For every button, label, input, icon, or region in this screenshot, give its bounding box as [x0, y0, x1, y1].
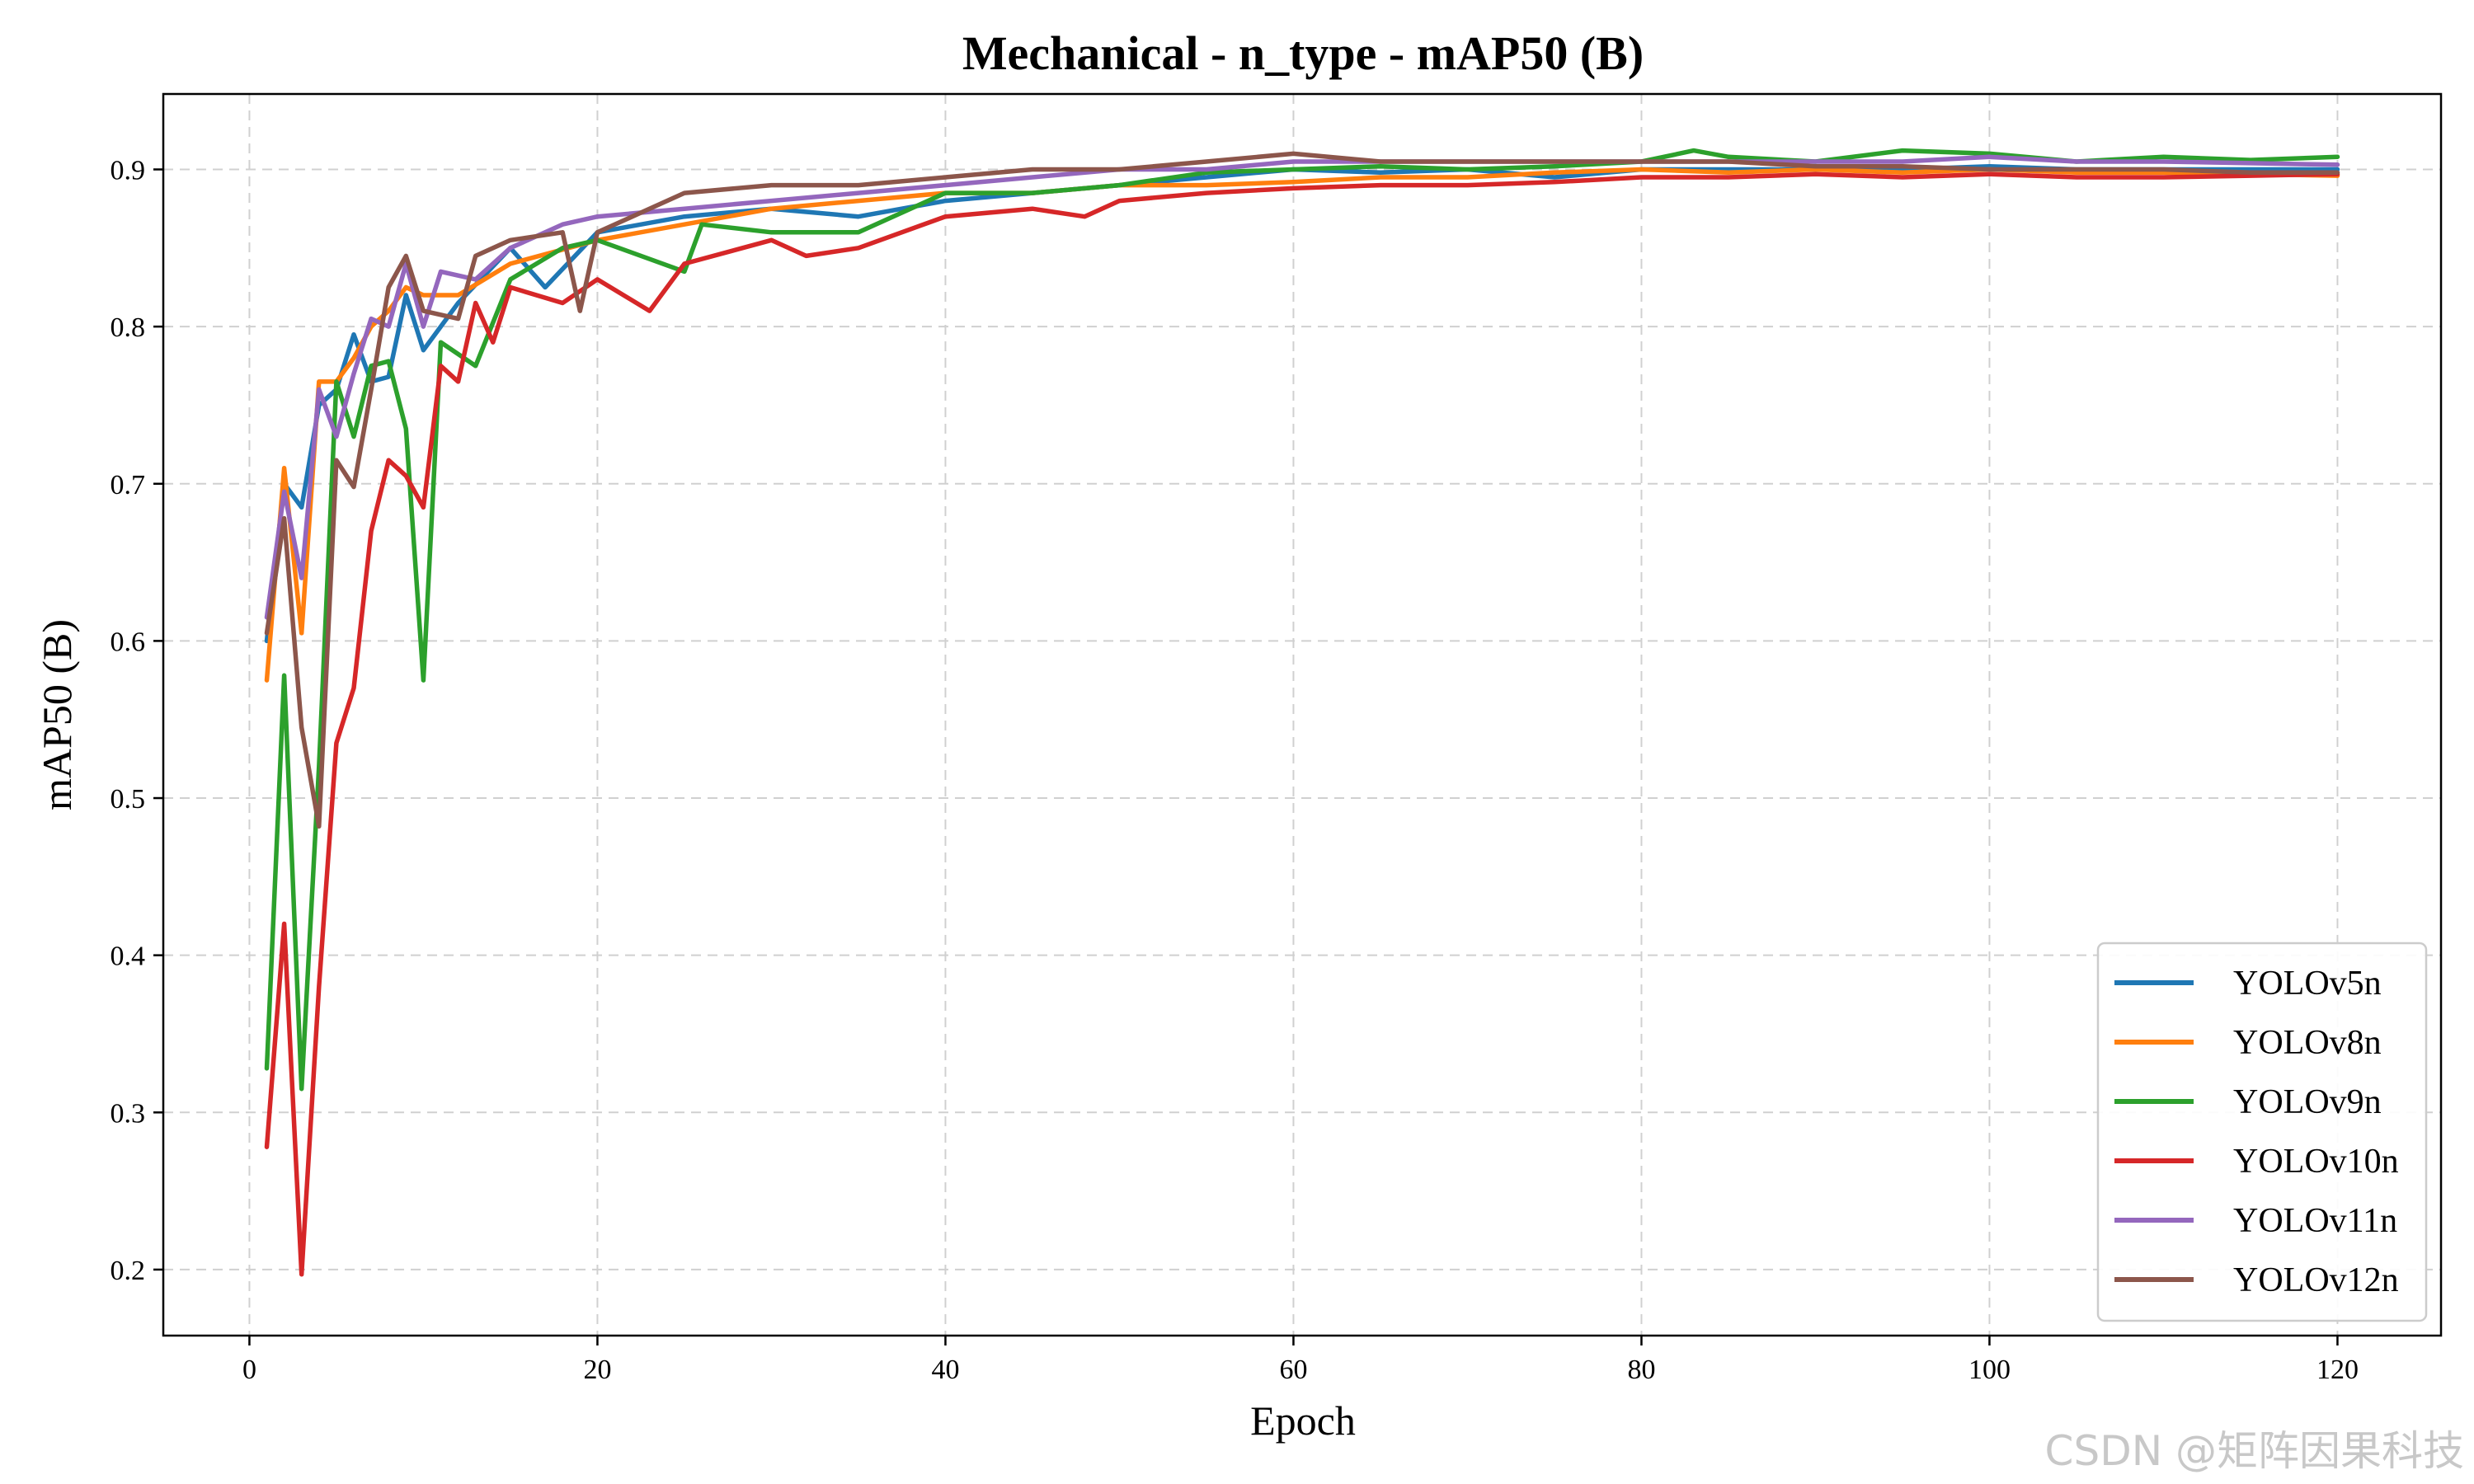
x-tick-label: 80	[1627, 1355, 1655, 1385]
y-tick-label: 0.4	[111, 942, 146, 972]
x-tick-label: 0	[242, 1355, 256, 1385]
y-tick-label: 0.9	[111, 156, 146, 186]
y-tick-label: 0.7	[111, 470, 146, 500]
series-line-yolov10n	[264, 171, 2340, 1277]
y-tick-label: 0.3	[111, 1098, 146, 1129]
watermark: CSDN @矩阵因果科技	[2044, 1427, 2464, 1475]
y-tick-label: 0.6	[111, 627, 146, 657]
x-tick-label: 20	[583, 1355, 611, 1385]
x-tick-label: 40	[931, 1355, 959, 1385]
axis-ticks: 0 20 40 60 80 100 120 0.2 0.3 0.4 0.5 0.6 0.7 0.8 0.9	[111, 156, 2359, 1385]
legend-label: YOLOv8n	[2233, 1024, 2382, 1062]
x-tick-label: 100	[1968, 1355, 2011, 1385]
y-tick-label: 0.2	[111, 1256, 146, 1286]
y-tick-label: 0.8	[111, 312, 146, 343]
x-tick-label: 60	[1279, 1355, 1307, 1385]
series-line-yolov12n	[264, 151, 2340, 829]
x-axis-label: Epoch	[1250, 1397, 1356, 1444]
legend-label: YOLOv5n	[2233, 965, 2382, 1003]
legend-label: YOLOv12n	[2233, 1261, 2399, 1299]
legend-label: YOLOv9n	[2233, 1083, 2382, 1121]
series-lines	[264, 148, 2340, 1277]
y-axis-label: mAP50 (B)	[34, 619, 80, 810]
y-tick-label: 0.5	[111, 784, 146, 815]
legend-label: YOLOv10n	[2233, 1143, 2399, 1181]
series-line-yolov11n	[264, 154, 2340, 620]
legend-box	[2096, 942, 2428, 1322]
plot-frame	[162, 92, 2443, 1337]
legend: YOLOv5n YOLOv8n YOLOv9n YOLOv10n YOLOv11n YOL…	[2096, 942, 2428, 1322]
chart-title: Mechanical - n_type - mAP50 (B)	[962, 26, 1644, 80]
x-tick-label: 120	[2316, 1355, 2359, 1385]
legend-label: YOLOv11n	[2233, 1202, 2397, 1240]
series-line-yolov5n	[264, 163, 2340, 644]
